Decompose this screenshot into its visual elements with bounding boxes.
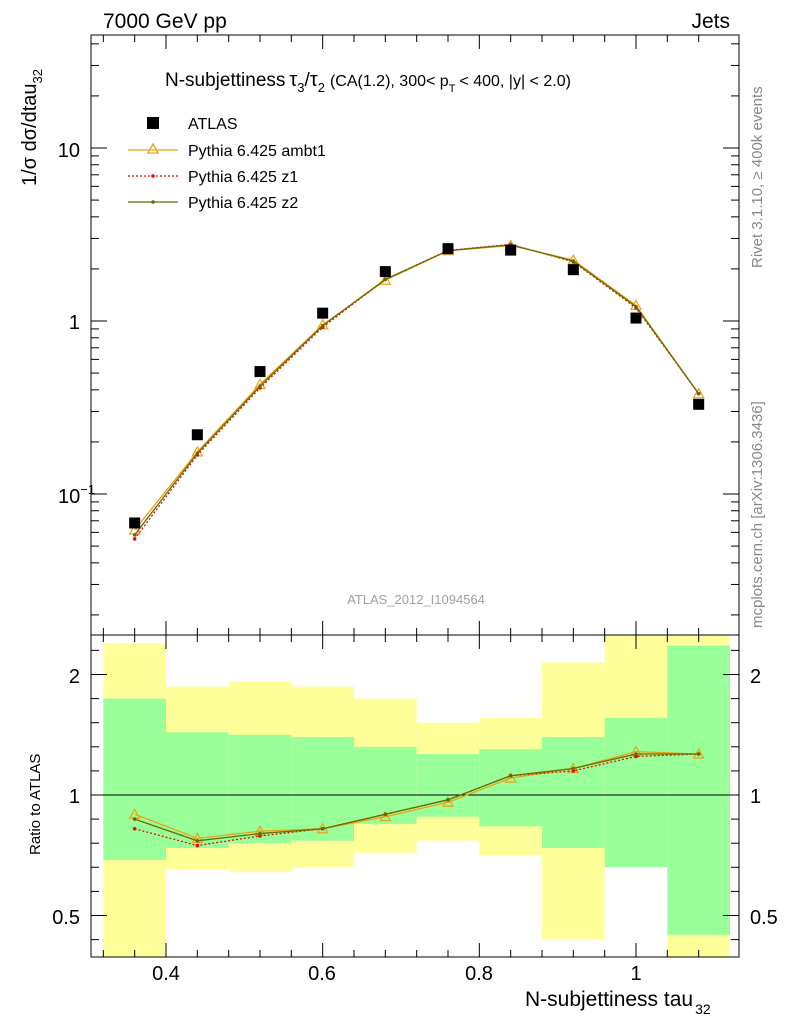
data-point-atlas [505,244,517,256]
point-main-ambt1 [379,274,392,285]
ratio-tick-label-2-left: 2 [69,666,80,688]
point-main-ambt1 [567,253,580,265]
point-ratio-ambt1 [441,795,455,807]
ratio-uncertainty-bands [103,635,730,957]
y-tick-label-1: 1 [69,312,80,334]
data-point-atlas [317,307,329,319]
point-ratio-z2 [634,752,638,756]
ratio-tick-label-1-right: 1 [750,786,761,808]
x-tick-label-0.8: 0.8 [465,963,493,985]
axis-ticks [91,35,739,957]
band-inner-9 [667,645,730,935]
curve-main-ambt1 [134,244,700,531]
data-point-atlas [254,366,266,378]
curve-ratio-z1 [134,753,699,847]
data-point-atlas [379,266,391,278]
legend-marker-atlas [147,117,159,129]
ratio-tick-label-0.5-right: 0.5 [750,907,778,929]
point-main-z1 [132,537,137,541]
point-main-z2 [696,391,701,396]
curve-main-z1 [134,243,700,540]
band-inner-3 [291,737,354,841]
data-markers [129,243,705,529]
point-ratio-z2 [383,812,388,817]
point-main-z2 [383,277,388,282]
point-main-z2 [132,533,137,537]
point-main-z2 [571,259,576,263]
point-main-z2 [320,323,325,328]
point-ratio-z2 [258,831,262,836]
mcplots-label: mcplots.cern.ch [arXiv:1306.3436] [749,401,766,628]
y-tick-label-0.1: 10−1 [58,482,95,508]
data-point-atlas [129,517,141,529]
point-ratio-ambt1 [504,771,517,783]
point-ratio-z1 [132,826,137,831]
x-tick-label-0.6: 0.6 [308,963,336,985]
legend-marker-ambt1 [146,142,160,154]
legend-marker-z2 [151,200,155,204]
data-point-atlas [567,264,579,276]
y-axis-label-main: 1/σ dσ/dtau32 [19,69,45,186]
point-main-z2 [634,304,638,309]
point-ratio-ambt1 [379,810,392,822]
curve-ratio-ambt1 [134,750,699,840]
ratio-tick-label-0.5-left: 0.5 [52,907,80,929]
ratio-frame [90,634,740,958]
data-point-atlas [630,312,642,324]
x-tick-label-0.4: 0.4 [152,963,180,985]
point-ratio-z1 [195,843,200,848]
legend: ATLAS Pythia 6.425 ambt1 Pythia 6.425 z1… [128,116,326,212]
point-ratio-z2 [446,798,450,802]
band-inner-8 [604,717,668,868]
ratio-tick-label-2-right: 2 [750,666,761,688]
point-ratio-z2 [195,838,200,843]
y-tick-label-10: 10 [58,140,80,162]
point-ratio-z2 [571,766,576,771]
point-ratio-z2 [696,752,701,756]
legend-label-z2: Pythia 6.425 z2 [188,195,298,212]
legend-marker-z1 [151,174,155,178]
ratio-tick-label-1-left: 1 [69,786,80,808]
band-inner-6 [479,749,542,827]
data-point-atlas [693,398,705,410]
x-axis-label: N-subjettiness tau 32 [525,988,711,1017]
point-main-z2 [195,451,200,456]
header-right: Jets [691,10,730,33]
band-inner-1 [166,732,229,849]
curve-main-z2 [134,244,700,536]
x-tick-label-1: 1 [630,963,641,985]
analysis-watermark: ATLAS_2012_I1094564 [347,592,485,607]
legend-label-atlas: ATLAS [188,116,238,133]
point-main-ambt1 [692,387,705,399]
data-point-atlas [442,243,454,255]
point-ratio-z2 [320,826,325,831]
point-ratio-z2 [508,773,513,778]
header-left: 7000 GeV pp [103,10,227,33]
band-inner-7 [542,737,605,849]
legend-label-ambt1: Pythia 6.425 ambt1 [188,143,326,160]
plot-title: N-subjettiness τ3/τ2 (CA(1.2), 300< pT < 40… [165,69,571,95]
band-inner-0 [103,698,166,861]
curve-ratio-z2 [134,753,699,842]
point-ratio-z2 [132,817,137,821]
point-main-z2 [258,384,262,388]
data-point-atlas [191,429,203,441]
y-axis-label-ratio: Ratio to ATLAS [27,754,44,855]
legend-label-z1: Pythia 6.425 z1 [188,169,298,186]
rivet-label: Rivet 3.1.10, ≥ 400k events [749,86,766,268]
